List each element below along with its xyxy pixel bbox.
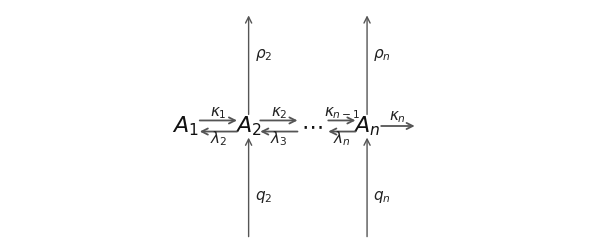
Text: $\kappa_1$: $\kappa_1$ (210, 105, 227, 121)
Text: $\kappa_2$: $\kappa_2$ (270, 105, 287, 121)
Text: $\lambda_n$: $\lambda_n$ (333, 130, 350, 148)
Text: $\lambda_3$: $\lambda_3$ (270, 130, 288, 148)
Text: $\lambda_2$: $\lambda_2$ (210, 130, 227, 148)
Text: $\kappa_{n-1}$: $\kappa_{n-1}$ (324, 105, 360, 121)
Text: $\rho_n$: $\rho_n$ (374, 47, 391, 64)
Text: $A_n$: $A_n$ (353, 114, 381, 138)
Text: $\kappa_n$: $\kappa_n$ (389, 109, 406, 125)
Text: $\cdots$: $\cdots$ (301, 115, 323, 137)
Text: $A_1$: $A_1$ (172, 114, 199, 138)
Text: $q_n$: $q_n$ (374, 188, 391, 205)
Text: $q_2$: $q_2$ (255, 188, 272, 205)
Text: $A_2$: $A_2$ (235, 114, 262, 138)
Text: $\rho_2$: $\rho_2$ (255, 47, 272, 64)
